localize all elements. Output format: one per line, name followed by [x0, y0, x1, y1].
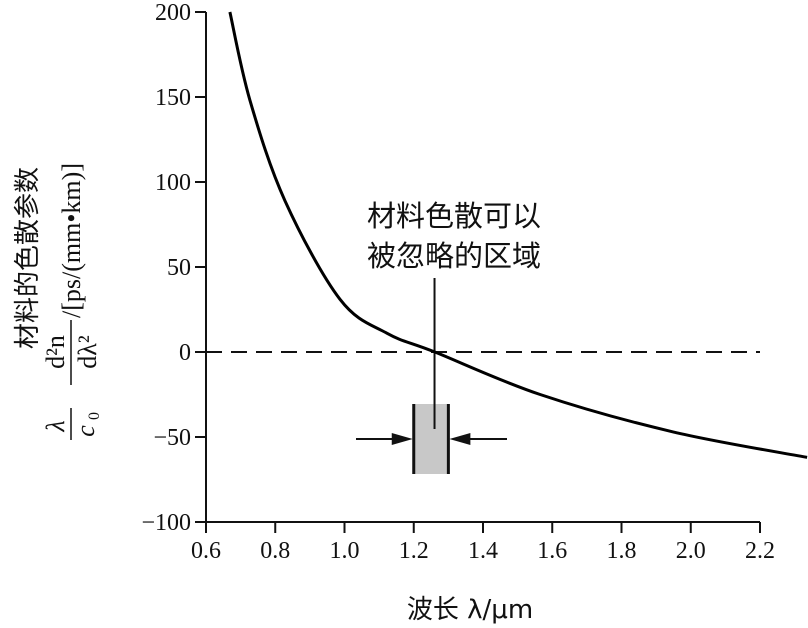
- right-arrow-head: [449, 433, 471, 445]
- annotation-line-2: 被忽略的区域: [367, 239, 541, 273]
- x-tick-label: 0.6: [191, 538, 221, 564]
- y-axis-title: 材料的色散参数: [13, 167, 43, 349]
- y-frac1-denominator-sub: 0: [86, 412, 103, 420]
- y-frac1-numerator: λ: [41, 420, 70, 432]
- y-unit: /[ps/(mm•km)]: [57, 163, 86, 318]
- dispersion-curve: [228, 11, 808, 459]
- x-tick-label: 1.8: [607, 538, 637, 564]
- y-frac2-numerator: d²n: [41, 335, 70, 369]
- y-tick-label: 50: [167, 255, 191, 281]
- y-tick-label: −50: [153, 425, 191, 451]
- y-tick-label: 150: [155, 85, 191, 111]
- y-frac1-denominator: c: [71, 425, 100, 437]
- marks: [206, 11, 808, 474]
- y-tick-label: −100: [141, 510, 191, 536]
- x-tick-label: 2.0: [676, 538, 706, 564]
- y-tick-label: 0: [179, 340, 191, 366]
- x-tick-label: 1.2: [399, 538, 429, 564]
- annotation-line-1: 材料色散可以: [367, 199, 541, 233]
- x-tick-label: 2.2: [745, 538, 775, 564]
- y-tick-label: 200: [155, 0, 191, 26]
- x-tick-label: 1.4: [468, 538, 498, 564]
- negligible-region-box: [413, 404, 449, 474]
- x-tick-label: 1.0: [330, 538, 360, 564]
- x-axis-title: 波长 λ/μm: [407, 595, 533, 625]
- left-arrow-head: [391, 433, 413, 445]
- y-axis-label: 材料的色散参数 λ c 0 d²n dλ² /[ps/(mm•km)]: [13, 163, 103, 440]
- x-tick-label: 0.8: [260, 538, 290, 564]
- y-tick-label: 100: [155, 170, 191, 196]
- y-frac2-denominator: dλ²: [73, 335, 102, 369]
- x-tick-label: 1.6: [537, 538, 567, 564]
